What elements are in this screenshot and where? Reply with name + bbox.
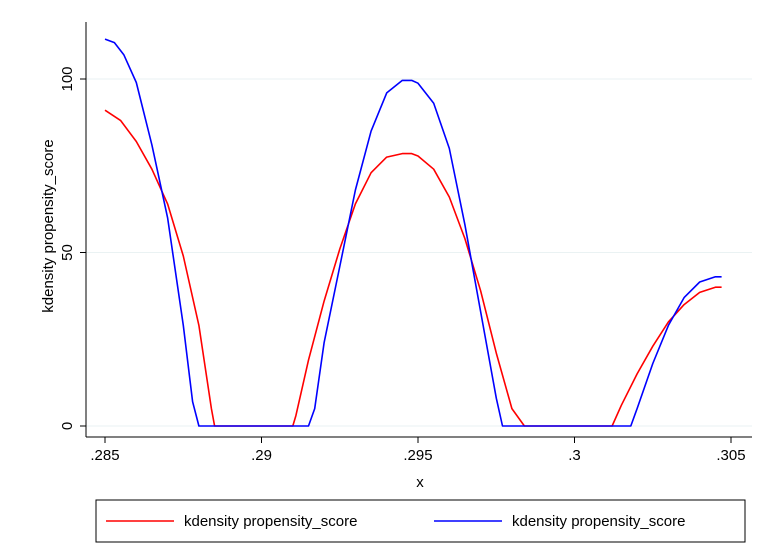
x-tick-label: .305: [716, 447, 745, 464]
ticks: 0 50 100 .285 .29 .295 .3 .305: [59, 66, 746, 464]
series-line-1: [104, 109, 722, 427]
x-tick-label: .285: [90, 447, 119, 464]
y-tick-label: 0: [59, 422, 76, 430]
x-tick-label: .29: [251, 447, 272, 464]
gridlines: [86, 78, 752, 427]
axes: [85, 22, 752, 438]
legend: kdensity propensity_score kdensity propen…: [95, 499, 746, 543]
x-tick-label: .295: [403, 447, 432, 464]
x-tick-label: .3: [568, 447, 581, 464]
series-lines: [104, 38, 722, 427]
series-line-2: [104, 38, 722, 427]
x-axis-title: x: [416, 474, 424, 491]
legend-label-2: kdensity propensity_score: [512, 513, 685, 530]
y-axis-title: kdensity propensity_score: [40, 139, 57, 312]
legend-box: [95, 499, 746, 543]
legend-label-1: kdensity propensity_score: [184, 513, 357, 530]
y-tick-label: 100: [59, 66, 76, 91]
y-tick-label: 50: [59, 244, 76, 261]
